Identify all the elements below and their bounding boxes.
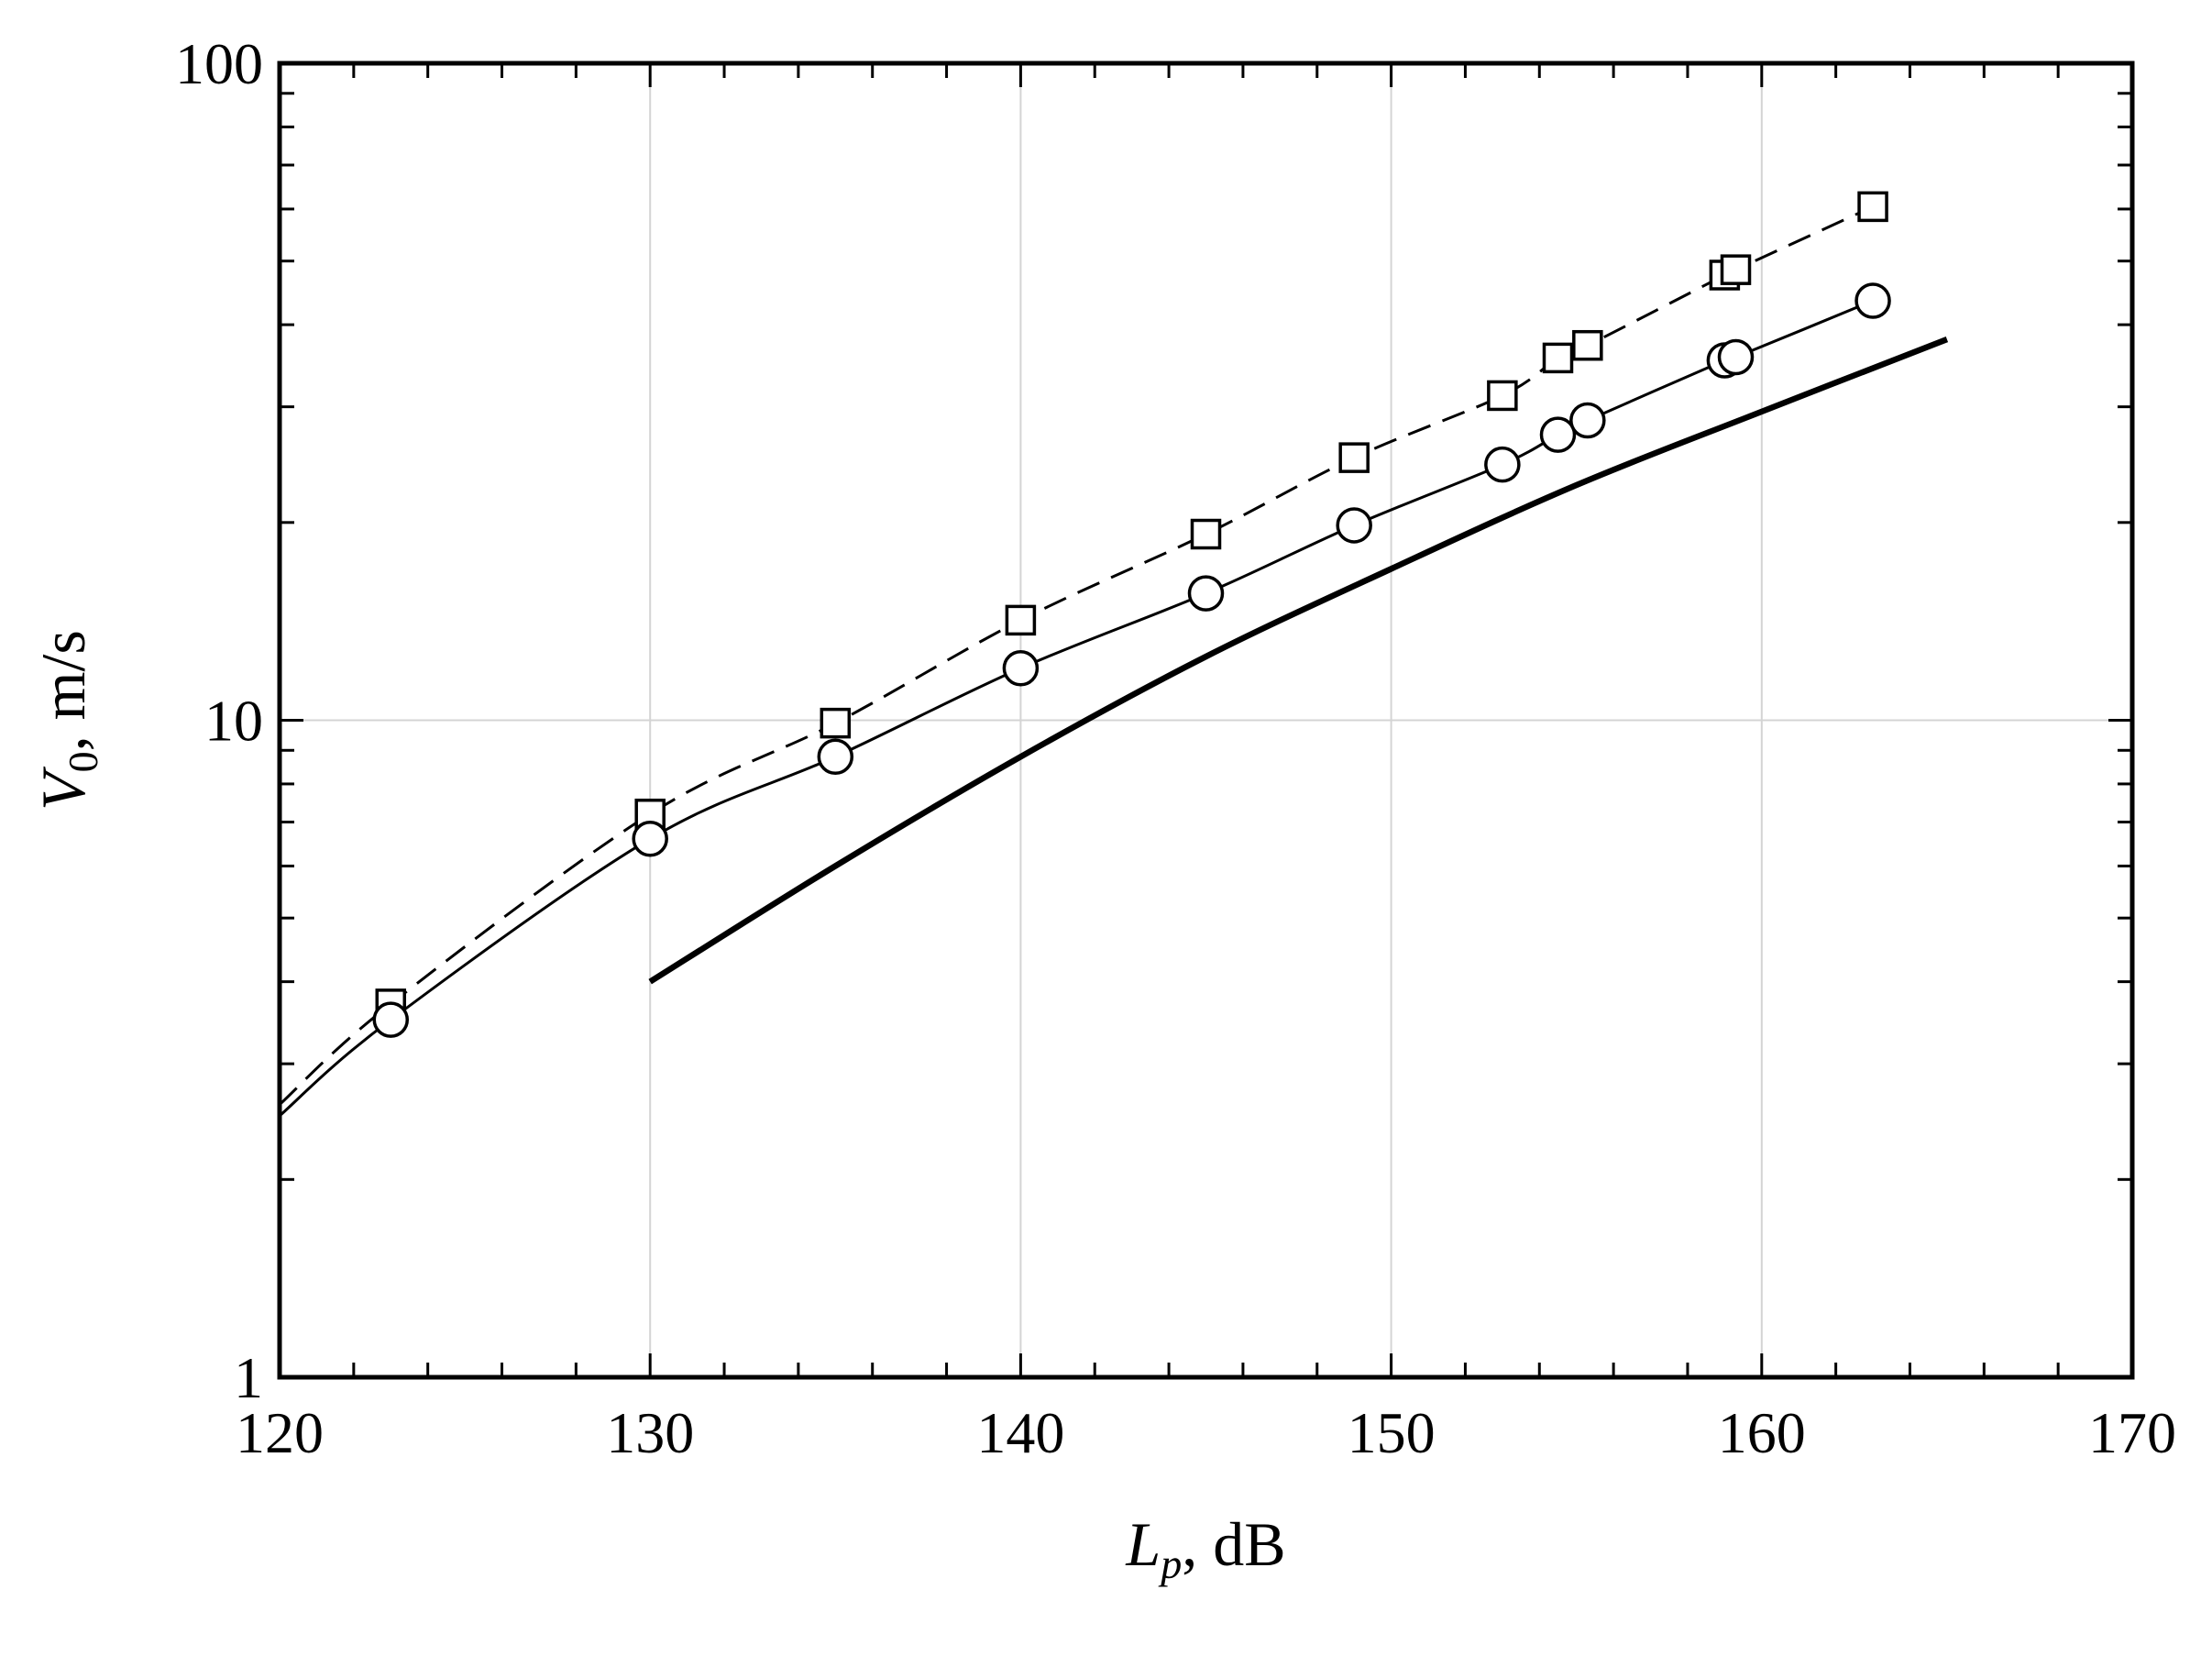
y-tick-label: 100: [175, 31, 263, 96]
x-tick-label: 170: [2088, 1400, 2176, 1465]
circle-marker: [1854, 282, 1891, 319]
square-marker: [1487, 380, 1518, 412]
circle-marker: [817, 738, 854, 776]
x-axis-label: Lp, dB: [1125, 1509, 1285, 1587]
x-axis-label-sub: p: [1158, 1540, 1182, 1587]
x-tick-label: 160: [1718, 1400, 1806, 1465]
x-tick-label: 130: [606, 1400, 694, 1465]
square-marker: [1005, 604, 1037, 636]
circle-marker: [372, 1001, 410, 1038]
y-axis-label: V0, m/s: [28, 630, 106, 811]
square-marker: [1338, 442, 1370, 473]
y-axis-label-unit: , m/s: [28, 630, 98, 751]
grid-layer: [280, 63, 2132, 1377]
x-tick-label: 120: [236, 1400, 324, 1465]
x-tick-label: 150: [1348, 1400, 1436, 1465]
square-marker: [1542, 342, 1574, 374]
square-marker: [1572, 329, 1603, 361]
markers-layer: [372, 191, 1891, 1038]
circle-marker: [632, 821, 668, 857]
circle-marker: [1002, 650, 1040, 687]
ticks-layer: [278, 63, 2134, 1379]
circle-marker: [1717, 338, 1755, 376]
x-axis-label-unit: , dB: [1182, 1509, 1285, 1579]
series-solid-line: [279, 299, 1874, 1118]
circle-marker: [1569, 402, 1606, 439]
circle-marker: [1484, 446, 1521, 483]
square-marker: [820, 707, 852, 739]
square-marker: [1857, 191, 1888, 223]
series-thick-line: [648, 337, 1949, 985]
tick-labels: 120 130 140 150 160 170 1 10 100: [175, 31, 2176, 1465]
y-tick-label: 10: [204, 689, 263, 754]
square-marker: [1720, 254, 1752, 285]
series-dashed-line: [278, 205, 1874, 1106]
y-tick-label: 1: [234, 1345, 263, 1410]
y-axis-label-main: V: [28, 766, 98, 811]
curves-layer: [278, 205, 1949, 1118]
x-axis-label-main: L: [1125, 1509, 1161, 1579]
x-tick-label: 140: [976, 1400, 1064, 1465]
square-marker: [1190, 518, 1222, 550]
circle-marker: [1336, 507, 1372, 544]
y-axis-label-sub: 0: [60, 751, 106, 772]
circle-marker: [1187, 575, 1225, 612]
circle-marker: [1539, 416, 1577, 453]
